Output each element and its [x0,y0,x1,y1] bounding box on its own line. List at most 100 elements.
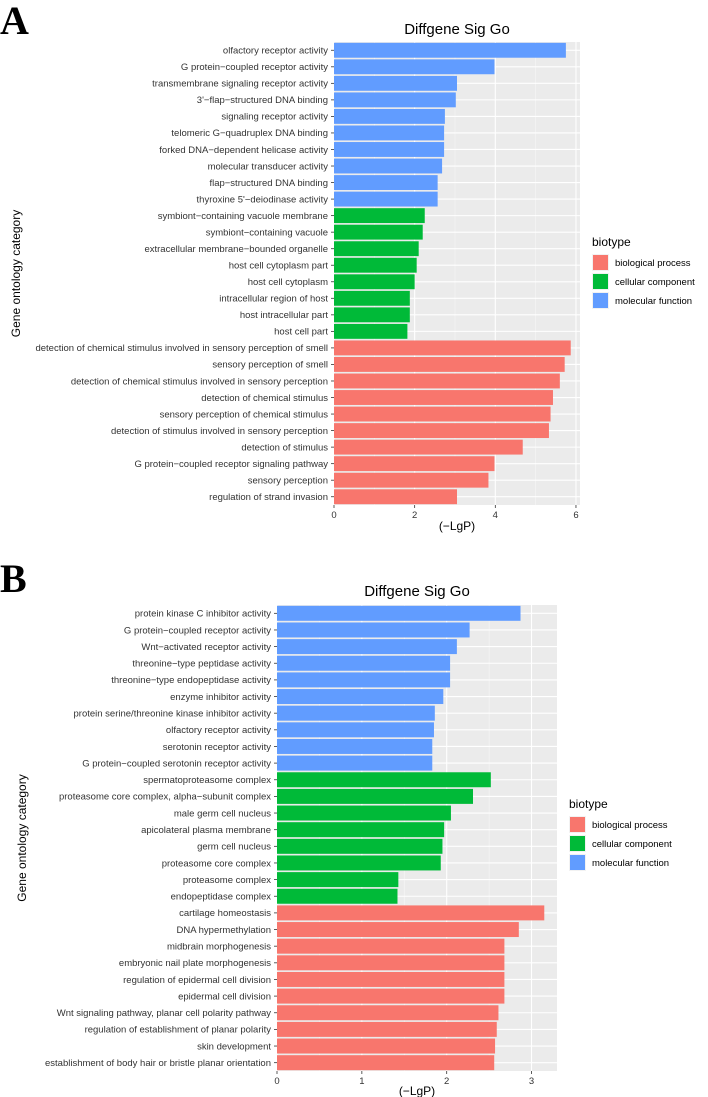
category-label: DNA hypermethylation [176,925,271,936]
x-tick-label: 2 [444,1076,449,1087]
bar [277,838,443,854]
category-label: threonine−type peptidase activity [132,659,271,670]
category-label: endopeptidase complex [171,892,272,903]
x-axis-title-a: (−LgP) [439,519,475,533]
bar [277,955,505,971]
bar [334,406,551,422]
category-label: telomeric G−quadruplex DNA binding [171,128,328,139]
panel-a: A Diffgene Sig Go (−LgP) Gene ontology c… [0,0,695,533]
bar [334,357,565,372]
category-label: threonine−type endopeptidase activity [111,675,271,686]
legend-label: biological process [615,258,691,269]
category-label: host cell cytoplasm [248,277,328,288]
bar [277,1005,499,1021]
bar [334,373,560,389]
bar [334,75,457,91]
bar [334,158,443,174]
x-tick-label: 1 [359,1076,364,1087]
bar [277,722,434,738]
x-axis-title-b: (−LgP) [399,1084,435,1097]
y-axis-title-a: Gene ontology category [9,210,23,337]
bar [277,622,470,638]
chart-title-b: Diffgene Sig Go [364,583,470,600]
legend-label: molecular function [615,296,692,307]
bar [334,340,571,356]
category-label: sensory perception of smell [212,360,328,371]
category-label: spermatoproteasome complex [143,775,271,786]
category-label: G protein−coupled receptor signaling pat… [134,459,328,470]
bar [277,1055,495,1071]
bar [277,772,491,788]
x-tick-label: 4 [493,510,498,521]
y-axis-title-b: Gene ontology category [15,774,29,901]
legend-key [570,855,585,870]
bar [334,439,523,455]
category-label: apicolateral plasma membrane [141,825,271,836]
bar [334,175,438,190]
legend-label: biological process [592,820,668,831]
bar [334,59,495,75]
bar [277,705,435,721]
category-label: detection of stimulus involved in sensor… [111,426,328,437]
bar [334,489,457,505]
bar [277,1038,496,1054]
bar [277,855,441,871]
category-label: detection of chemical stimulus involved … [71,376,328,387]
bar [334,257,417,273]
bar [277,905,545,921]
bar [277,605,521,621]
bar [277,639,457,655]
category-label: protein serine/threonine kinase inhibito… [74,708,272,719]
category-label: epidermal cell division [178,991,271,1002]
legend-title-a: biotype [592,235,631,249]
bar [277,888,398,904]
category-label: proteasome core complex, alpha−subunit c… [59,792,271,803]
category-label: flap−structured DNA binding [209,178,328,189]
bar [334,125,445,141]
category-label: midbrain morphogenesis [167,941,271,952]
category-label: thyroxine 5'−deiodinase activity [197,194,329,205]
legend-key [593,293,608,308]
category-label: enzyme inhibitor activity [170,692,271,703]
bar [334,224,423,240]
category-label: skin development [197,1041,271,1052]
category-label: G protein−coupled receptor activity [181,62,328,73]
bar [277,988,505,1004]
category-label: forked DNA−dependent helicase activity [159,145,328,156]
legend-key [570,817,585,832]
category-label: embryonic nail plate morphogenesis [119,958,271,969]
bar [334,191,438,207]
x-tick-label: 3 [529,1076,534,1087]
panel-letter-a: A [0,0,29,43]
bar [277,689,444,705]
bar [277,922,519,938]
bar [334,472,489,488]
legend-label: molecular function [592,858,669,869]
bar [277,938,505,954]
x-tick-label: 2 [412,510,417,521]
category-label: cartilage homeostasis [179,908,271,919]
legend-label: cellular component [615,277,695,288]
legend-key [593,274,608,289]
bar [277,805,451,821]
category-label: symbiont−containing vacuole [206,227,328,238]
bar [277,1021,497,1037]
category-label: detection of chemical stimulus involved … [35,343,328,354]
legend-key [570,836,585,851]
x-tick-label: 0 [331,510,336,521]
category-label: host cell cytoplasm part [229,261,329,272]
bar [334,42,566,58]
bar [334,241,419,257]
x-tick-label: 0 [274,1076,279,1087]
category-label: protein kinase C inhibitor activity [135,609,271,620]
category-label: signaling receptor activity [221,112,328,123]
bar [277,755,433,771]
category-label: symbiont−containing vacuole membrane [158,211,328,222]
bar [277,822,445,838]
category-label: olfactory receptor activity [166,725,271,736]
legend-label: cellular component [592,839,672,850]
category-label: male germ cell nucleus [174,808,271,819]
category-label: molecular transducer activity [208,161,329,172]
category-label: G protein−coupled serotonin receptor act… [82,758,271,769]
bar [334,290,410,306]
